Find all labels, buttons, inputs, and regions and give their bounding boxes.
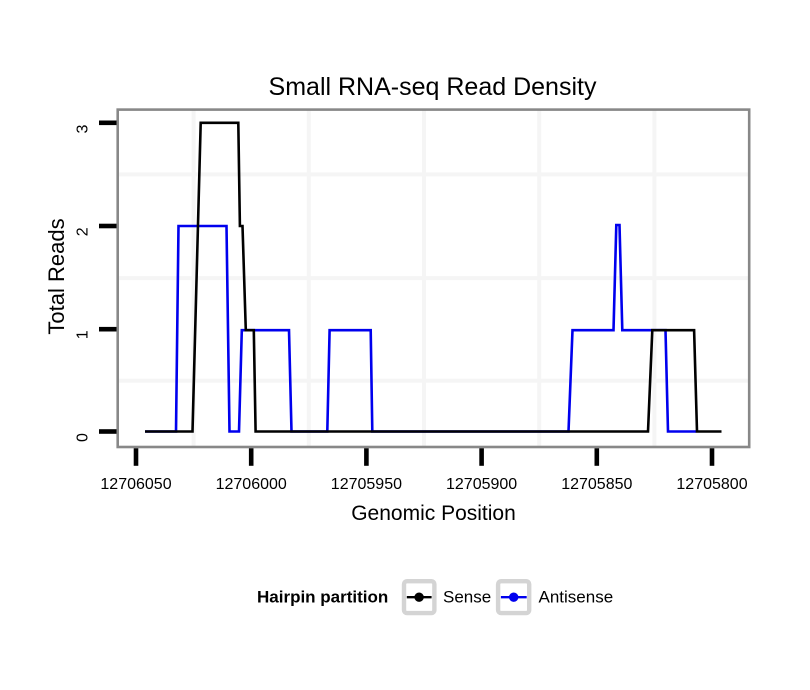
- svg-text:1: 1: [75, 330, 92, 339]
- svg-text:Genomic Position: Genomic Position: [351, 502, 516, 525]
- svg-text:12706000: 12706000: [216, 476, 287, 493]
- svg-text:2: 2: [75, 227, 92, 236]
- svg-text:Sense: Sense: [443, 588, 491, 607]
- svg-text:12705900: 12705900: [446, 476, 517, 493]
- svg-text:Small RNA-seq Read Density: Small RNA-seq Read Density: [269, 73, 597, 101]
- svg-text:0: 0: [75, 433, 92, 442]
- svg-text:12706050: 12706050: [100, 476, 171, 493]
- svg-text:12705950: 12705950: [331, 476, 402, 493]
- svg-text:12705800: 12705800: [676, 476, 747, 493]
- svg-text:12705850: 12705850: [561, 476, 632, 493]
- svg-text:3: 3: [75, 124, 92, 133]
- svg-text:Total Reads: Total Reads: [44, 218, 69, 334]
- svg-text:Antisense: Antisense: [539, 588, 614, 607]
- svg-text:Hairpin partition: Hairpin partition: [257, 588, 388, 607]
